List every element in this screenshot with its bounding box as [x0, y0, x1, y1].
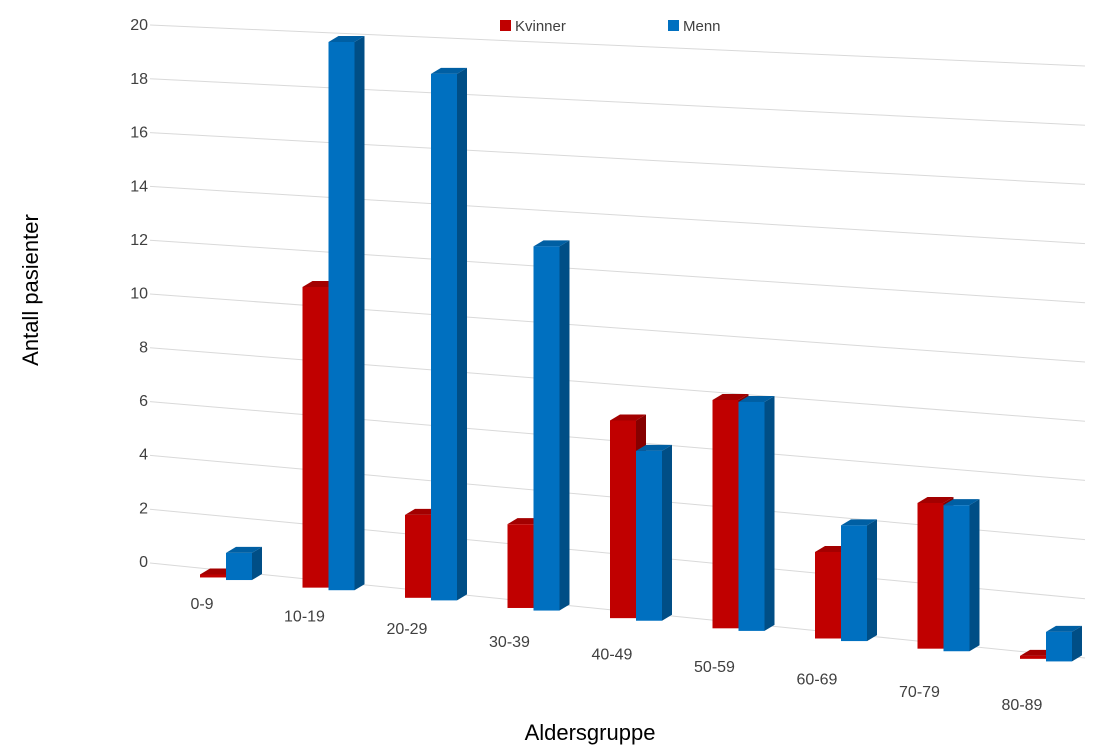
bar-front	[943, 505, 970, 652]
bar-side	[252, 546, 262, 581]
bar-front	[636, 450, 662, 621]
bar-top	[943, 499, 980, 506]
y-tick-label: 4	[139, 447, 148, 464]
bar-menn-80-89	[1046, 625, 1082, 662]
x-tick-label: 60-69	[797, 672, 838, 689]
y-tick-label: 6	[139, 393, 148, 410]
x-tick-label: 0-9	[190, 596, 213, 613]
y-tick-label: 8	[139, 339, 148, 356]
bar-top	[841, 519, 877, 526]
bar-top	[712, 393, 749, 400]
x-tick-label: 20-29	[387, 621, 428, 638]
bar-front	[712, 399, 739, 629]
y-tick-label: 2	[139, 500, 148, 517]
legend-label-menn: Menn	[683, 18, 721, 35]
bar-top	[431, 67, 467, 74]
legend-swatch-kvinner	[500, 20, 511, 31]
bar-top	[610, 414, 646, 421]
bar-top	[328, 36, 365, 43]
bar-front	[405, 514, 431, 598]
x-tick-label: 80-89	[1002, 697, 1043, 714]
bar-side	[867, 519, 877, 642]
bar-side	[354, 36, 365, 591]
gridline	[149, 78, 1086, 126]
gridline	[149, 132, 1086, 185]
y-tick-label: 16	[130, 125, 148, 142]
bar-top	[917, 496, 954, 503]
y-tick-label: 10	[130, 286, 148, 303]
bar-front	[917, 502, 944, 649]
y-axis-ticks: 0 2 4 6 8 10 12 14 16 18 20	[130, 17, 148, 571]
bar-side	[969, 499, 980, 652]
bar-menn-50-59	[738, 395, 775, 631]
y-tick-label: 12	[130, 232, 148, 249]
x-tick-label: 70-79	[899, 684, 940, 701]
y-axis-title: Antall pasienter	[18, 214, 43, 366]
bar-menn-20-29	[431, 67, 467, 601]
bar-menn-40-49	[636, 444, 672, 621]
gridline	[149, 239, 1086, 304]
bars	[200, 36, 1082, 662]
gridline	[149, 293, 1086, 363]
gridline	[149, 185, 1086, 245]
bar-front	[226, 552, 252, 581]
bar-front	[533, 246, 560, 611]
x-tick-label: 30-39	[489, 634, 530, 651]
bar-menn-0-9	[226, 546, 262, 581]
bar-front	[302, 286, 329, 588]
gridline	[149, 347, 1086, 422]
bar-side	[662, 444, 672, 621]
bar-top	[738, 395, 775, 402]
bar-menn-70-79	[943, 499, 980, 652]
bar-front	[738, 401, 765, 631]
y-tick-label: 20	[130, 17, 148, 34]
x-axis-title: Aldersgruppe	[525, 720, 656, 745]
gridline	[149, 24, 1086, 67]
bar-side	[457, 67, 467, 601]
bar-menn-30-39	[533, 240, 570, 611]
bar-front	[841, 525, 867, 642]
y-tick-label: 14	[130, 178, 148, 195]
x-tick-label: 40-49	[592, 646, 633, 663]
bar-top	[226, 546, 262, 553]
bar-front	[610, 420, 636, 619]
bar-side	[1072, 625, 1082, 662]
x-tick-label: 50-59	[694, 659, 735, 676]
bar-side	[559, 240, 570, 611]
y-tick-label: 18	[130, 71, 148, 88]
bar-menn-10-19	[328, 36, 365, 591]
bar-side	[764, 395, 775, 631]
bar-front	[815, 551, 841, 639]
bar-front	[507, 524, 534, 608]
bar-front	[200, 574, 226, 578]
legend-swatch-menn	[668, 20, 679, 31]
bar-front	[431, 73, 457, 601]
x-axis-ticks: 0-9 10-19 20-29 30-39 40-49 50-59 60-69 70-79 80…	[190, 596, 1042, 714]
bar-top	[636, 444, 672, 451]
x-tick-label: 10-19	[284, 609, 325, 626]
y-tick-label: 0	[139, 554, 148, 571]
bar-top	[533, 240, 570, 247]
legend: Kvinner Menn	[500, 18, 721, 35]
legend-label-kvinner: Kvinner	[515, 18, 566, 35]
bar-menn-60-69	[841, 519, 877, 642]
bar-front	[1046, 631, 1072, 662]
bar-front	[328, 42, 355, 591]
bar-top	[1046, 625, 1082, 632]
bar-front	[1020, 655, 1046, 659]
